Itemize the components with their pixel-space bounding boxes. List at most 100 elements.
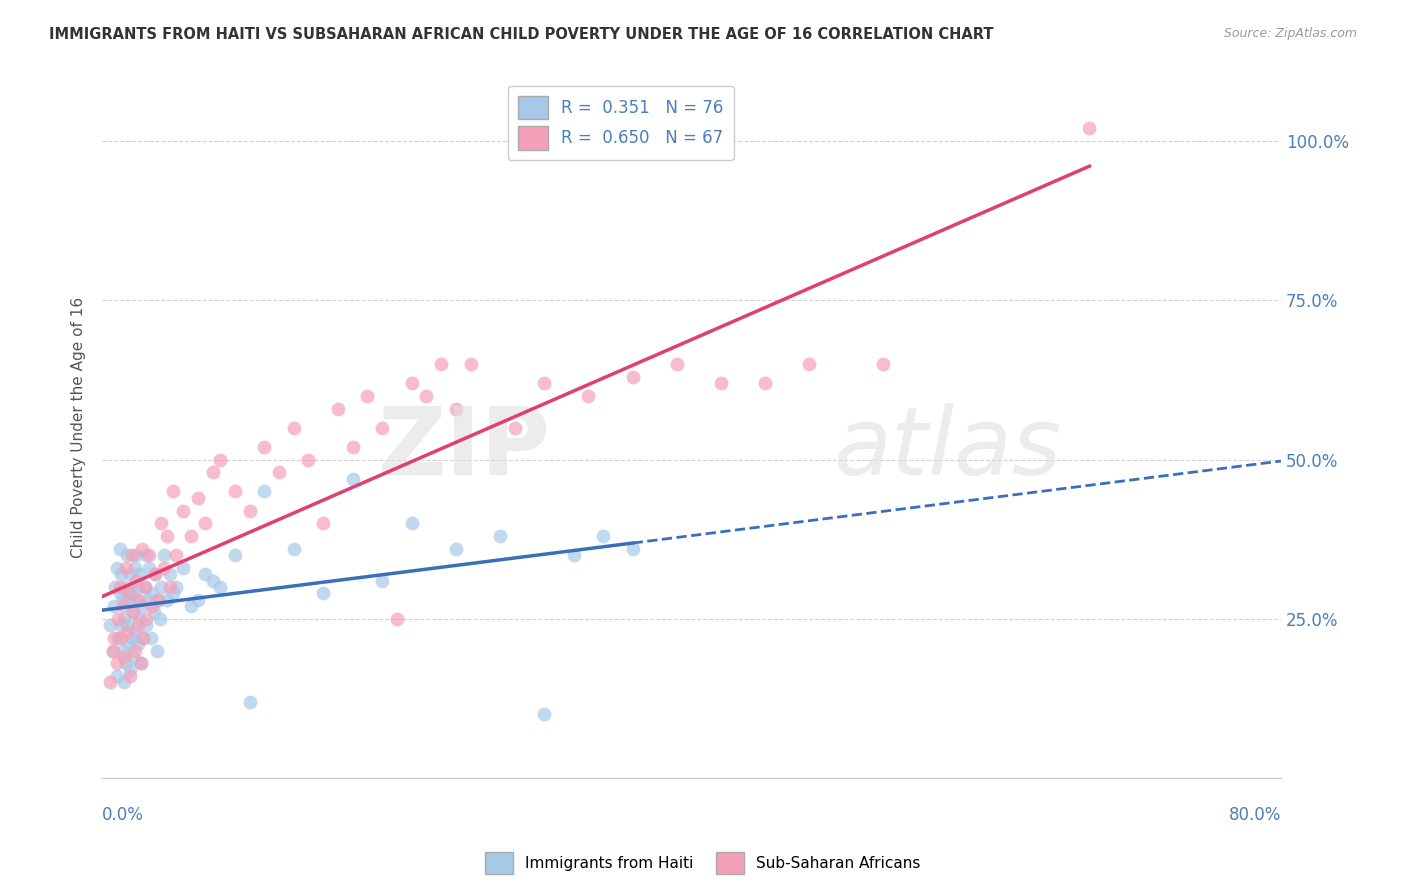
Point: [148, 592, 170, 607]
Point: [187, 592, 209, 607]
Point: [342, 472, 364, 486]
Point: [131, 541, 153, 556]
Point: [128, 612, 150, 626]
Point: [114, 657, 136, 671]
Point: [267, 465, 290, 479]
Point: [98, 618, 121, 632]
Point: [187, 491, 209, 505]
Point: [112, 612, 135, 626]
Point: [371, 574, 394, 588]
Point: [201, 465, 224, 479]
Point: [356, 389, 378, 403]
Point: [105, 561, 128, 575]
Point: [150, 580, 173, 594]
Point: [121, 631, 143, 645]
Point: [120, 669, 142, 683]
Point: [132, 631, 155, 645]
Point: [136, 592, 159, 607]
Point: [238, 503, 260, 517]
Point: [120, 567, 142, 582]
Point: [139, 631, 162, 645]
Point: [128, 567, 150, 582]
Point: [111, 599, 134, 613]
Point: [103, 631, 125, 645]
Point: [592, 529, 614, 543]
Point: [172, 561, 194, 575]
Point: [621, 369, 644, 384]
Point: [342, 440, 364, 454]
Point: [135, 612, 157, 626]
Point: [108, 580, 131, 594]
Point: [799, 357, 821, 371]
Point: [112, 675, 135, 690]
Point: [114, 561, 136, 575]
Point: [297, 452, 319, 467]
Point: [162, 586, 184, 600]
Point: [142, 606, 165, 620]
Point: [460, 357, 482, 371]
Point: [159, 580, 181, 594]
Point: [238, 695, 260, 709]
Point: [145, 643, 167, 657]
Point: [1078, 121, 1101, 136]
Point: [118, 586, 141, 600]
Point: [129, 657, 152, 671]
Point: [754, 376, 776, 391]
Point: [108, 586, 131, 600]
Point: [110, 618, 132, 632]
Y-axis label: Child Poverty Under the Age of 16: Child Poverty Under the Age of 16: [72, 297, 86, 558]
Point: [120, 663, 142, 677]
Point: [122, 606, 145, 620]
Point: [121, 548, 143, 562]
Point: [135, 618, 157, 632]
Point: [141, 599, 163, 613]
Point: [111, 643, 134, 657]
Point: [148, 592, 170, 607]
Point: [253, 484, 276, 499]
Point: [122, 650, 145, 665]
Point: [562, 548, 585, 562]
Point: [127, 580, 149, 594]
Point: [172, 503, 194, 517]
Point: [141, 586, 163, 600]
Point: [125, 548, 148, 562]
Point: [124, 561, 146, 575]
Point: [124, 643, 146, 657]
Text: IMMIGRANTS FROM HAITI VS SUBSAHARAN AFRICAN CHILD POVERTY UNDER THE AGE OF 16 CO: IMMIGRANTS FROM HAITI VS SUBSAHARAN AFRI…: [49, 27, 994, 42]
Text: 80.0%: 80.0%: [1229, 806, 1281, 824]
Point: [117, 624, 139, 639]
Point: [104, 580, 127, 594]
Point: [180, 599, 202, 613]
Point: [385, 612, 408, 626]
Point: [665, 357, 688, 371]
Point: [283, 541, 305, 556]
Point: [253, 440, 276, 454]
Point: [135, 548, 157, 562]
Point: [117, 548, 139, 562]
Point: [872, 357, 894, 371]
Point: [156, 592, 179, 607]
Point: [105, 669, 128, 683]
Point: [444, 401, 467, 416]
Point: [125, 574, 148, 588]
Point: [533, 707, 555, 722]
Point: [224, 484, 246, 499]
Point: [112, 650, 135, 665]
Point: [118, 592, 141, 607]
Point: [533, 376, 555, 391]
Text: ZIP: ZIP: [377, 403, 550, 495]
Point: [143, 567, 166, 582]
Point: [143, 567, 166, 582]
Point: [209, 452, 232, 467]
Point: [710, 376, 733, 391]
Point: [401, 376, 423, 391]
Legend: R =  0.351   N = 76, R =  0.650   N = 67: R = 0.351 N = 76, R = 0.650 N = 67: [508, 86, 734, 160]
Legend: Immigrants from Haiti, Sub-Saharan Africans: Immigrants from Haiti, Sub-Saharan Afric…: [479, 846, 927, 880]
Point: [283, 421, 305, 435]
Point: [122, 606, 145, 620]
Point: [110, 631, 132, 645]
Point: [131, 599, 153, 613]
Point: [128, 592, 150, 607]
Point: [162, 484, 184, 499]
Point: [201, 574, 224, 588]
